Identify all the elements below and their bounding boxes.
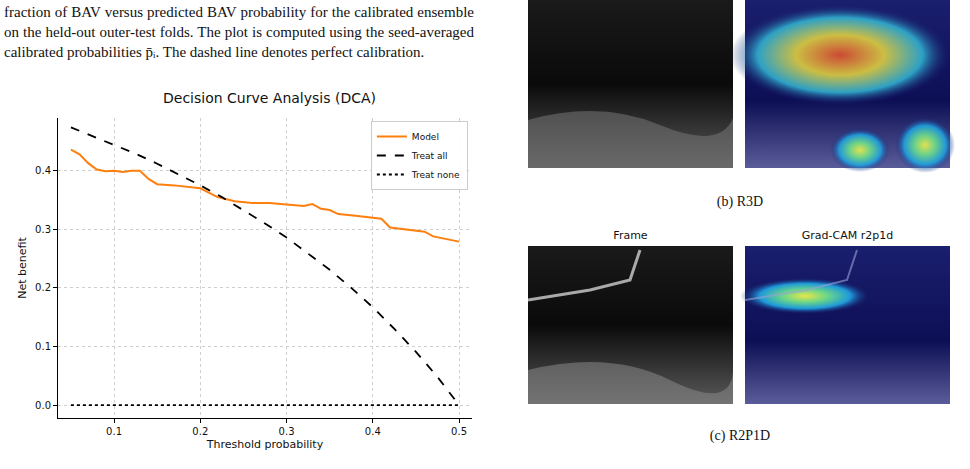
svg-text:0.2: 0.2 bbox=[192, 426, 208, 437]
svg-text:Net benefit: Net benefit bbox=[16, 237, 29, 299]
svg-text:Threshold probability: Threshold probability bbox=[206, 438, 324, 451]
svg-text:0.0: 0.0 bbox=[35, 400, 51, 411]
svg-text:0.3: 0.3 bbox=[279, 426, 295, 437]
svg-text:0.3: 0.3 bbox=[35, 224, 51, 235]
svg-text:Treat all: Treat all bbox=[411, 151, 448, 161]
svg-text:Treat none: Treat none bbox=[411, 170, 460, 180]
svg-text:0.4: 0.4 bbox=[365, 426, 381, 437]
html-text:fraction of BAV versus predict: fraction of BAV versus predicted BAV pro… bbox=[4, 4, 474, 60]
svg-text:0.2: 0.2 bbox=[35, 282, 51, 293]
html-text:(c) R2P1D: (c) R2P1D bbox=[709, 428, 771, 443]
html-text:Grad-CAM r2p1d: Grad-CAM r2p1d bbox=[801, 229, 894, 242]
svg-text:0.1: 0.1 bbox=[35, 341, 51, 352]
svg-text:0.4: 0.4 bbox=[35, 165, 51, 176]
svg-text:Decision Curve Analysis (DCA): Decision Curve Analysis (DCA) bbox=[163, 90, 376, 106]
html-text:Frame: Frame bbox=[613, 229, 648, 242]
svg-text:Model: Model bbox=[412, 132, 439, 142]
svg-text:0.5: 0.5 bbox=[451, 426, 467, 437]
html-text:(b) R3D: (b) R3D bbox=[716, 194, 764, 209]
svg-text:0.1: 0.1 bbox=[106, 426, 122, 437]
